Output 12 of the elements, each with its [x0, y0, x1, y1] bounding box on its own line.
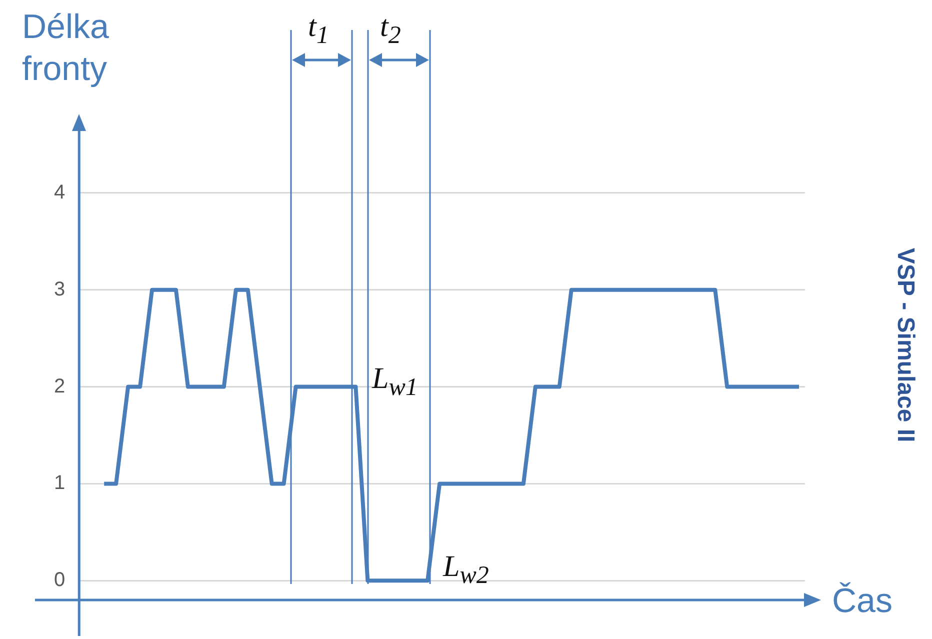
y-tick-label: 1 [54, 472, 66, 494]
y-tick-label: 4 [54, 182, 66, 204]
y-axis-title: Délka fronty [22, 7, 110, 90]
annotation: L$_{w2}$ [443, 550, 489, 590]
x-axis-title: Čas [832, 582, 892, 621]
y-tick-label: 3 [54, 278, 66, 300]
text: t$_{2}$ [380, 10, 401, 50]
y-tick-label: 2 [54, 375, 66, 398]
y-tick-label: 0 [54, 569, 66, 592]
text: VSP - Simulace II [891, 248, 919, 442]
annotation: L$_{w1}$ [372, 362, 418, 402]
text: t$_{1}$ [308, 10, 329, 50]
